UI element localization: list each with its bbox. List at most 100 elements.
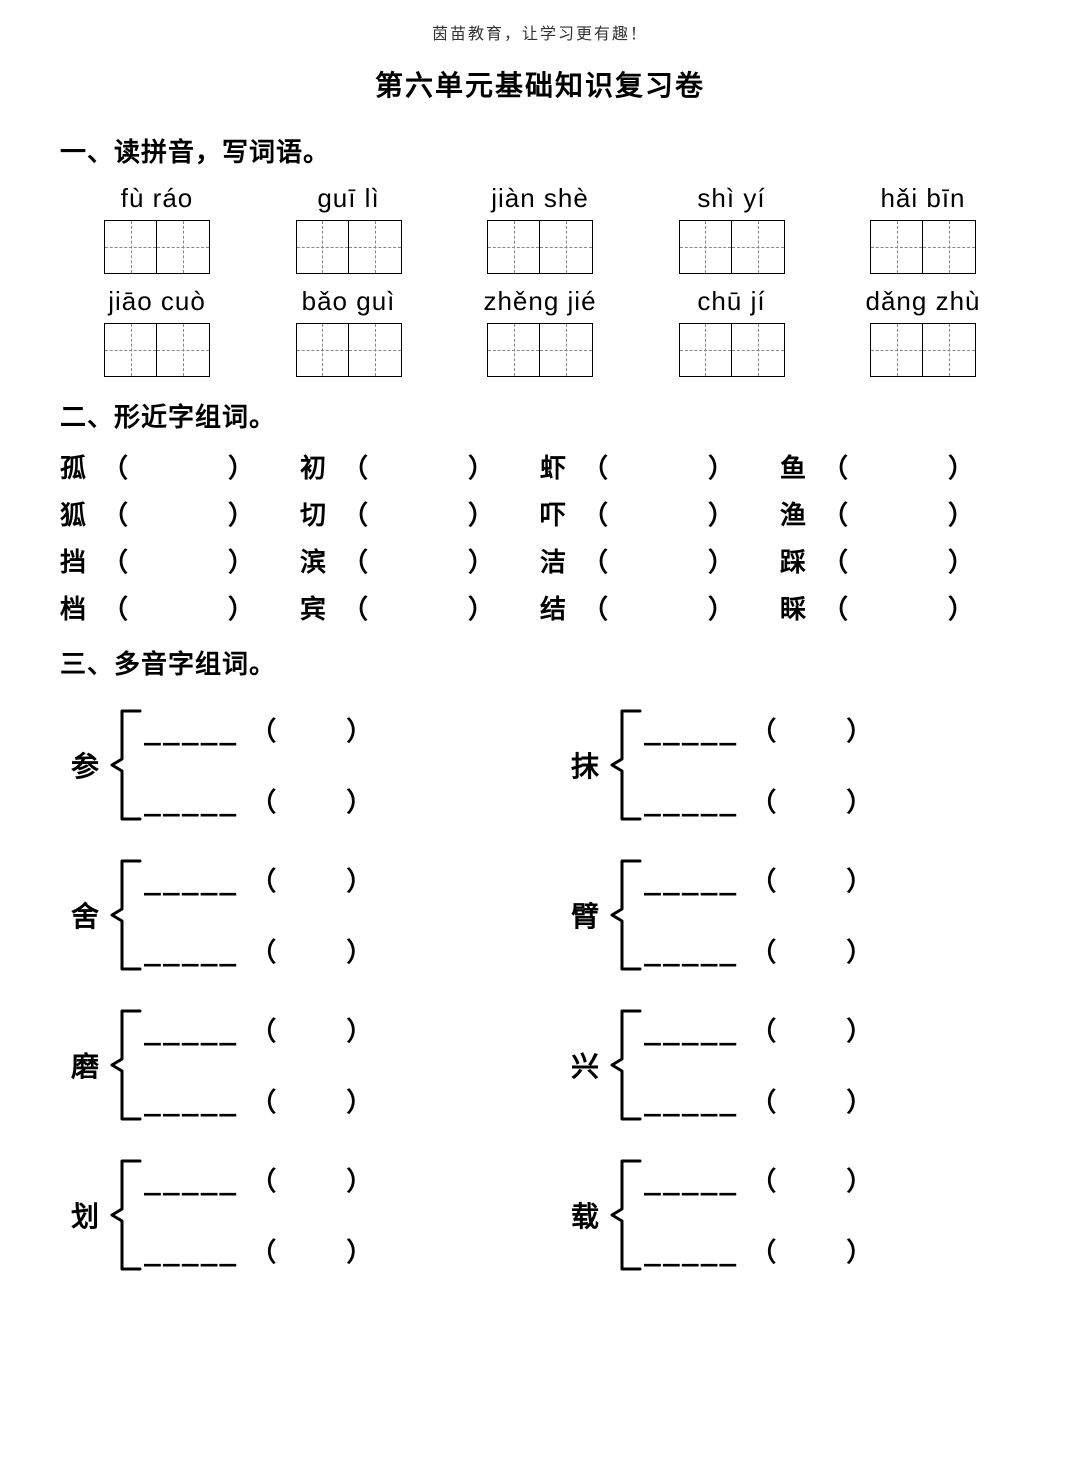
paren-close: ） bbox=[346, 1161, 372, 1198]
paren-open: （ bbox=[750, 932, 776, 969]
tianzige-box bbox=[487, 323, 593, 377]
paren-close: ） bbox=[708, 589, 734, 626]
paren-open: （ bbox=[750, 782, 776, 819]
tianzige-box bbox=[104, 220, 210, 274]
section3-heading: 三、多音字组词。 bbox=[60, 644, 1020, 681]
paren-close: ） bbox=[948, 589, 974, 626]
pinyin-blank: _____ bbox=[144, 1234, 238, 1267]
polyphone-line: _____（） bbox=[644, 1232, 1020, 1269]
polyphone-char: 磨 bbox=[60, 1045, 110, 1085]
tianzige-box bbox=[870, 220, 976, 274]
paren-close: ） bbox=[846, 1161, 872, 1198]
char-label: 结 bbox=[540, 589, 580, 626]
paren-close: ） bbox=[708, 542, 734, 579]
polyphone-char: 臂 bbox=[560, 895, 610, 935]
paren-open: （ bbox=[750, 1082, 776, 1119]
word-blank-paren: （） bbox=[750, 1161, 872, 1198]
paren-close: ） bbox=[228, 542, 254, 579]
tianzige-box bbox=[679, 220, 785, 274]
paren-open: （ bbox=[342, 542, 368, 579]
header-note: 茵苗教育，让学习更有趣！ bbox=[60, 20, 1020, 44]
polyphone-line: _____（） bbox=[144, 932, 520, 969]
paren-close: ） bbox=[228, 495, 254, 532]
polyphone-lines: _____（）_____（） bbox=[644, 855, 1020, 975]
paren-open: （ bbox=[250, 932, 276, 969]
paren-close: ） bbox=[948, 495, 974, 532]
char-label: 初 bbox=[300, 448, 340, 485]
pinyin-item: jiāo cuò bbox=[72, 286, 242, 381]
paren-close: ） bbox=[346, 1011, 372, 1048]
char-blank-item: 虾（） bbox=[540, 448, 780, 485]
paren-open: （ bbox=[250, 711, 276, 748]
bracket-icon bbox=[610, 1005, 644, 1125]
word-blank-paren: （） bbox=[750, 1082, 872, 1119]
paren-open: （ bbox=[582, 448, 608, 485]
paren-open: （ bbox=[342, 448, 368, 485]
bracket-icon bbox=[610, 855, 644, 975]
char-blank-item: 渔（） bbox=[780, 495, 1020, 532]
pinyin-item: shì yí bbox=[647, 183, 817, 278]
paren-open: （ bbox=[750, 1011, 776, 1048]
tianzige-box bbox=[487, 220, 593, 274]
char-label: 孤 bbox=[60, 448, 100, 485]
pinyin-label: chū jí bbox=[647, 286, 817, 317]
polyphone-lines: _____（）_____（） bbox=[644, 1005, 1020, 1125]
paren-open: （ bbox=[750, 1232, 776, 1269]
polyphone-line: _____（） bbox=[644, 711, 1020, 748]
polyphone-line: _____ （） bbox=[144, 861, 520, 898]
word-blank-paren: （） bbox=[250, 782, 372, 819]
char-label: 档 bbox=[60, 589, 100, 626]
pinyin-blank: _____ bbox=[644, 784, 738, 817]
pinyin-label: hǎi bīn bbox=[838, 183, 1008, 214]
word-blank-paren: （） bbox=[250, 1011, 372, 1048]
pinyin-blank: _____ bbox=[144, 863, 238, 896]
paren-open: （ bbox=[102, 589, 128, 626]
char-blank-item: 踩（） bbox=[780, 542, 1020, 579]
char-blank-item: 鱼（） bbox=[780, 448, 1020, 485]
paren-open: （ bbox=[250, 782, 276, 819]
polyphone-lines: _____（）_____（） bbox=[144, 1155, 520, 1275]
paren-close: ） bbox=[346, 1082, 372, 1119]
pinyin-label: jiāo cuò bbox=[72, 286, 242, 317]
pinyin-blank: _____ bbox=[644, 713, 738, 746]
paren-close: ） bbox=[346, 782, 372, 819]
char-label: 踩 bbox=[780, 542, 820, 579]
char-label: 宾 bbox=[300, 589, 340, 626]
pinyin-item: bǎo guì bbox=[264, 286, 434, 381]
polyphone-line: _____（） bbox=[144, 1232, 520, 1269]
tianzige-box bbox=[104, 323, 210, 377]
char-label: 鱼 bbox=[780, 448, 820, 485]
paren-open: （ bbox=[102, 495, 128, 532]
char-label: 滨 bbox=[300, 542, 340, 579]
tianzige-box bbox=[870, 323, 976, 377]
paren-open: （ bbox=[250, 1161, 276, 1198]
polyphone-lines: _____（）_____（） bbox=[144, 1005, 520, 1125]
paren-open: （ bbox=[250, 1232, 276, 1269]
paren-close: ） bbox=[846, 1011, 872, 1048]
paren-close: ） bbox=[846, 1232, 872, 1269]
char-blank-item: 吓（） bbox=[540, 495, 780, 532]
char-blank-item: 结（） bbox=[540, 589, 780, 626]
paren-close: ） bbox=[346, 861, 372, 898]
paren-open: （ bbox=[342, 589, 368, 626]
word-blank-paren: （） bbox=[250, 861, 372, 898]
pinyin-blank: _____ bbox=[644, 934, 738, 967]
char-blank-item: 狐（） bbox=[60, 495, 300, 532]
pinyin-item: zhěng jié bbox=[455, 286, 625, 381]
polyphone-line: _____（） bbox=[644, 932, 1020, 969]
paren-close: ） bbox=[346, 711, 372, 748]
polyphone-line: _____ （ ） bbox=[144, 1161, 520, 1198]
pinyin-item: dǎng zhù bbox=[838, 286, 1008, 381]
char-label: 挡 bbox=[60, 542, 100, 579]
tianzige-box bbox=[679, 323, 785, 377]
polyphone-char: 抹 bbox=[560, 745, 610, 785]
section2-grid: 孤（）初（）虾（）鱼（）狐（）切（）吓（）渔（）挡（）滨（）洁（）踩（）档（）宾… bbox=[60, 448, 1020, 626]
bracket-icon bbox=[110, 705, 144, 825]
polyphone-item: 载_____（）_____（） bbox=[560, 1155, 1020, 1275]
polyphone-lines: _____（）_____（） bbox=[644, 705, 1020, 825]
char-blank-item: 滨（） bbox=[300, 542, 540, 579]
paren-open: （ bbox=[750, 1161, 776, 1198]
paren-open: （ bbox=[822, 542, 848, 579]
char-label: 洁 bbox=[540, 542, 580, 579]
pinyin-blank: _____ bbox=[144, 1163, 238, 1196]
